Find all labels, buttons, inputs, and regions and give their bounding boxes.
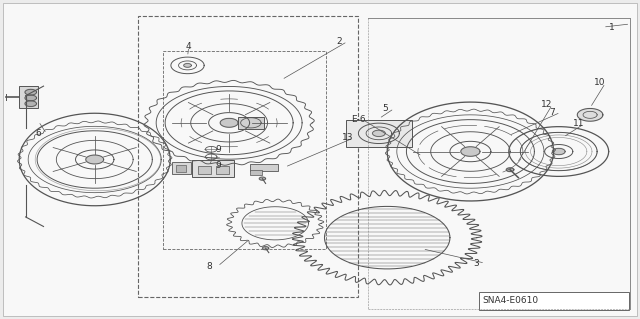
Text: 10: 10 [594, 78, 605, 87]
Bar [163, 51, 326, 249]
Text: 4: 4 [186, 42, 191, 51]
Text: SNA4-E0610: SNA4-E0610 [483, 296, 539, 305]
Bar [479, 292, 629, 310]
Polygon shape [25, 95, 36, 101]
Text: 6: 6 [35, 130, 41, 138]
Bar [198, 166, 211, 174]
Polygon shape [506, 168, 514, 172]
Polygon shape [220, 118, 238, 127]
Bar [192, 160, 234, 177]
Polygon shape [461, 147, 480, 156]
Text: 7: 7 [549, 108, 555, 117]
Bar [346, 120, 412, 147]
Text: 11: 11 [573, 119, 584, 128]
Polygon shape [25, 101, 36, 107]
Bar [216, 166, 229, 174]
Text: 2: 2 [336, 37, 342, 46]
Bar [250, 170, 262, 175]
Polygon shape [262, 247, 269, 250]
Text: E-6: E-6 [351, 115, 365, 124]
Bar [19, 86, 38, 108]
Bar [250, 164, 278, 171]
Polygon shape [372, 130, 385, 137]
Text: 9: 9 [215, 145, 221, 154]
Polygon shape [259, 177, 266, 180]
Bar [238, 117, 264, 129]
Polygon shape [577, 108, 603, 121]
Bar [172, 162, 191, 174]
Bar [138, 16, 358, 297]
Text: 1: 1 [609, 23, 614, 32]
Text: 5: 5 [383, 104, 388, 113]
Bar [176, 165, 186, 172]
Text: 9: 9 [215, 161, 221, 170]
Text: 13: 13 [342, 133, 354, 142]
Polygon shape [184, 63, 191, 67]
Polygon shape [86, 155, 104, 164]
Text: 8: 8 [206, 262, 212, 271]
Text: 12: 12 [541, 100, 552, 109]
Polygon shape [552, 148, 565, 155]
Polygon shape [25, 89, 36, 95]
Text: 3: 3 [474, 259, 479, 268]
